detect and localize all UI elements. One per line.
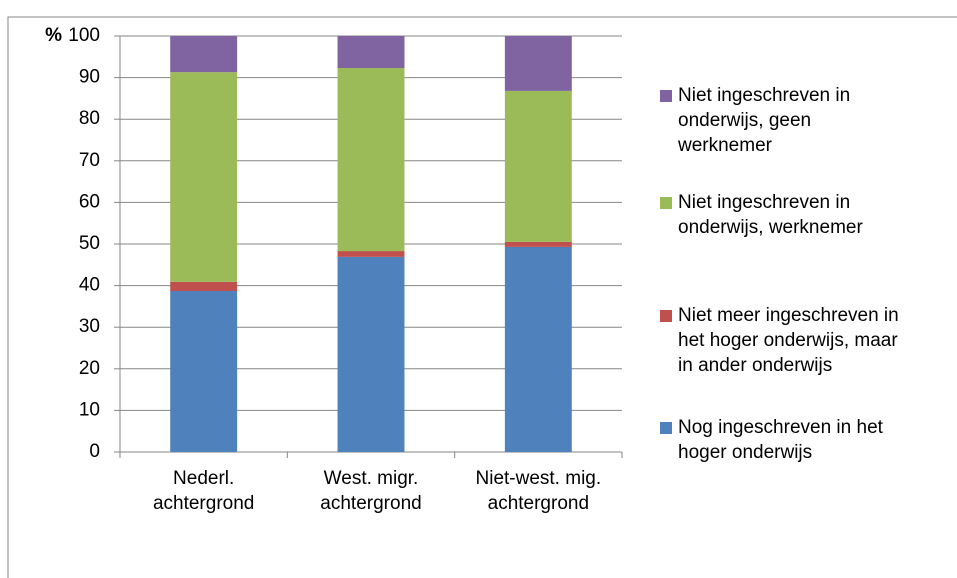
legend-swatch [660,90,672,102]
y-tick-label: 100 [68,25,100,46]
legend-swatch [660,197,672,209]
bar-segment [504,246,572,452]
bar-segment [170,72,238,282]
y-tick-label: 30 [79,316,100,337]
y-axis-label: % [45,25,62,46]
x-tick-label: Niet-west. mig. achtergrond [475,468,602,514]
y-tick-label: 50 [79,233,100,254]
legend-label: Niet ingeschreven in onderwijs, geen wer… [678,85,851,156]
x-tick-label: West. migr. achtergrond [320,468,422,514]
bar-segment [504,90,572,242]
bar-segment [170,291,238,452]
bar-segment [504,241,572,247]
bar-segment [504,36,572,91]
bar-segment [337,256,405,452]
legend-swatch [660,422,672,434]
y-tick-label: 70 [79,150,100,171]
bar-segment [337,36,405,69]
x-tick-label: Nederl. achtergrond [152,468,255,514]
legend-label: Nog ingeschreven in het hoger onderwijs [678,417,883,463]
legend-label: Niet meer ingeschreven in het hoger onde… [678,305,899,376]
chart-frame [7,16,957,578]
y-tick-label: 10 [79,399,100,420]
y-tick-label: 80 [79,108,100,129]
y-tick-label: 20 [79,358,100,379]
y-tick-label: 90 [79,67,100,88]
y-tick-label: 0 [89,441,100,462]
bar-segment [170,281,238,292]
legend-swatch [660,310,672,322]
bar-segment [337,251,405,257]
legend-label: Niet ingeschreven in onderwijs, werkneme… [678,192,863,238]
bar-segment [170,36,238,73]
bar-segment [337,68,405,252]
y-tick-label: 40 [79,275,100,296]
y-tick-label: 60 [79,191,100,212]
